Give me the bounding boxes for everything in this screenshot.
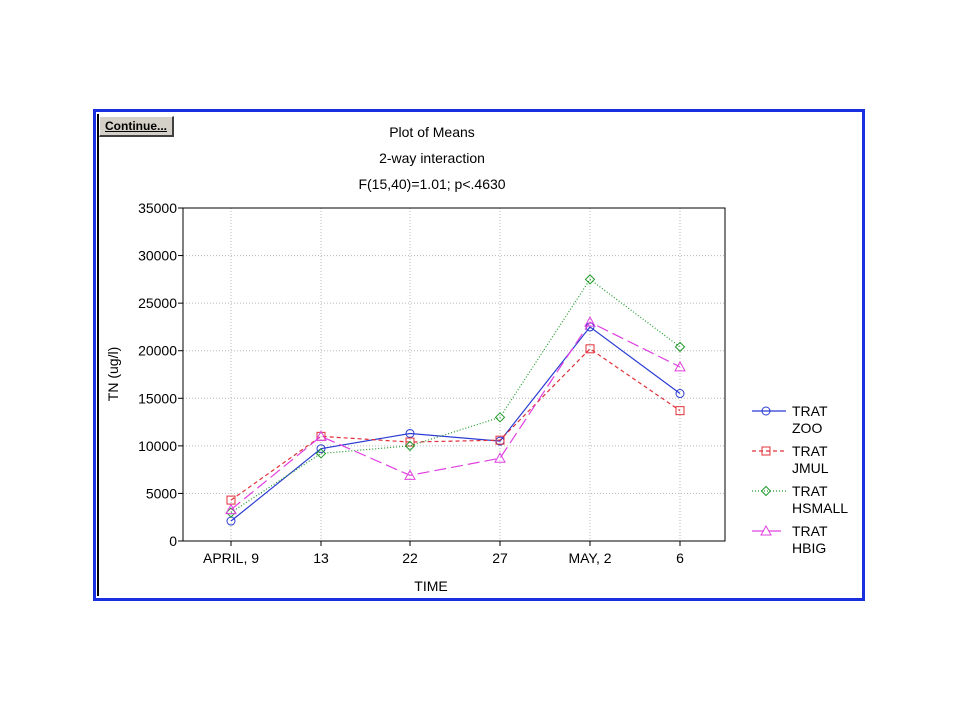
data-point [316, 444, 326, 454]
y-axis: 0 5000 10000 15000 20000 25000 30000 35000 [138, 200, 183, 549]
series-group [225, 274, 686, 526]
window-edge [97, 114, 99, 596]
series-line [230, 348, 681, 501]
series-trat-zoo [226, 322, 685, 526]
x-tick-label: APRIL, 9 [203, 550, 259, 566]
y-axis-label: TN (ug/l) [105, 347, 121, 401]
data-point [405, 428, 415, 438]
chart-title-line: Plot of Means [389, 124, 475, 140]
x-axis-label: TIME [414, 578, 447, 594]
data-point [674, 341, 686, 353]
series-line [230, 321, 681, 511]
legend-label: TRAT [792, 523, 828, 539]
legend-label: ZOO [792, 420, 822, 436]
data-point [675, 406, 685, 416]
y-tick-label: 5000 [146, 485, 177, 501]
legend-label: TRAT [792, 443, 828, 459]
series-line [230, 326, 681, 522]
data-point [494, 412, 506, 423]
legend-marker [761, 446, 771, 456]
data-point [584, 316, 596, 327]
legend-label: JMUL [792, 460, 829, 476]
legend-label: HBIG [792, 540, 826, 556]
x-tick-label: MAY, 2 [568, 550, 611, 566]
grid [183, 208, 725, 541]
plot-area [182, 207, 726, 542]
series-trat-hbig [225, 316, 686, 515]
x-axis: APRIL, 9 13 22 27 MAY, 2 6 [203, 541, 684, 566]
legend-label: HSMALL [792, 500, 848, 516]
y-tick-label: 0 [169, 533, 177, 549]
y-tick-label: 10000 [138, 438, 177, 454]
chart-window: Continue... [93, 109, 865, 601]
data-point [585, 344, 595, 354]
y-tick-label: 15000 [138, 390, 177, 406]
y-tick-label: 35000 [138, 200, 177, 216]
data-point [315, 430, 327, 441]
legend-marker [760, 524, 772, 536]
data-point [404, 469, 416, 480]
chart-title-line: F(15,40)=1.01; p<.4630 [358, 176, 505, 192]
data-point [494, 452, 506, 463]
chart-title: Plot of Means 2-way interaction F(15,40)=1… [358, 124, 505, 192]
data-point [674, 360, 686, 372]
x-tick-label: 13 [313, 550, 329, 566]
data-point [404, 440, 416, 452]
data-point [495, 435, 505, 445]
x-tick-label: 22 [402, 550, 418, 566]
continue-button[interactable]: Continue... [99, 116, 174, 137]
data-point [315, 448, 327, 459]
data-point [675, 389, 685, 399]
data-point [225, 503, 237, 515]
series-trat-jmul [226, 344, 685, 505]
chart-title-line: 2-way interaction [379, 150, 485, 166]
legend-label: TRAT [792, 403, 828, 419]
y-tick-label: 20000 [138, 343, 177, 359]
data-point [584, 274, 596, 285]
series-line [230, 278, 681, 513]
series-trat-hsmall [225, 274, 686, 518]
legend-label: TRAT [792, 483, 828, 499]
legend-marker [761, 406, 771, 416]
y-tick-label: 30000 [138, 248, 177, 264]
x-tick-label: 27 [492, 550, 508, 566]
legend-marker [760, 485, 772, 497]
data-point [405, 437, 415, 447]
x-tick-label: 6 [676, 550, 684, 566]
y-tick-label: 25000 [138, 295, 177, 311]
